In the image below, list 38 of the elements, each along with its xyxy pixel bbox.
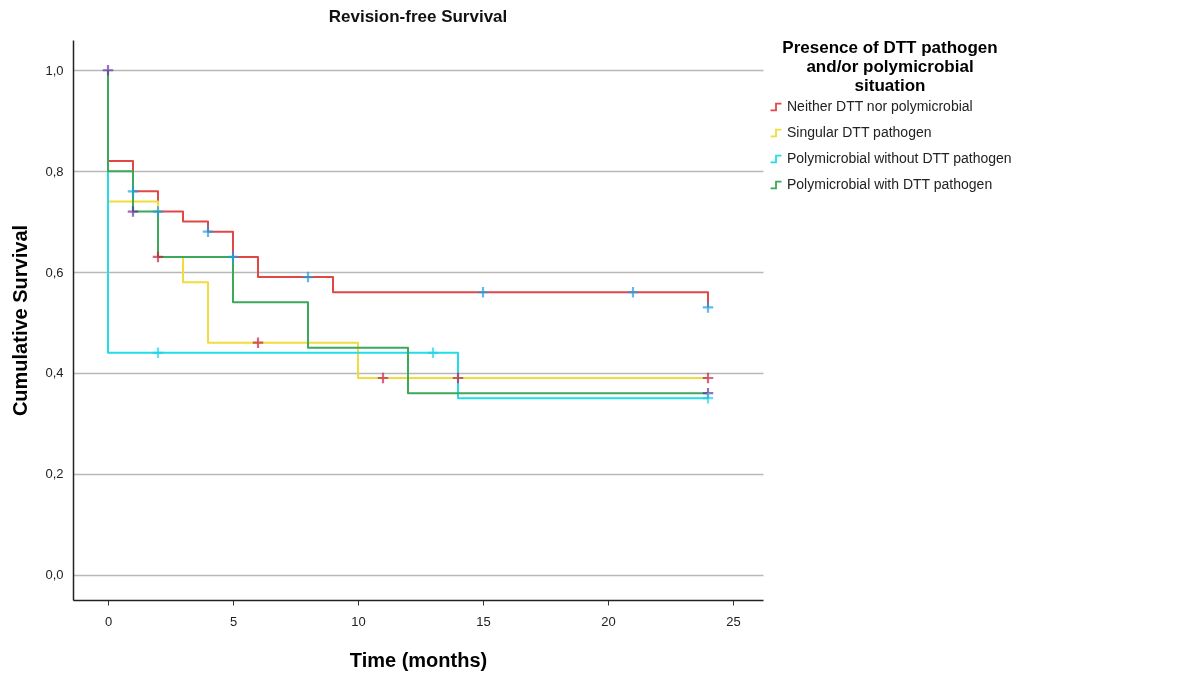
x-tick-label: 5 [229, 613, 238, 629]
point [626, 285, 640, 299]
chart-title: Revision-free Survival [328, 7, 508, 26]
point [151, 205, 165, 218]
point [376, 371, 390, 385]
y-tick-label: 0,6 [45, 264, 64, 280]
x-tick-label: 10 [351, 613, 366, 629]
x-tick-label: 15 [476, 613, 491, 629]
y-axis-title: Cumulative Survival [9, 224, 32, 417]
legend-label: Polymicrobial without DTT pathogen [787, 150, 1012, 166]
point [701, 371, 715, 385]
point [126, 205, 140, 218]
x-axis-title: Time (months) [349, 648, 488, 671]
point [126, 185, 140, 198]
point [101, 63, 115, 77]
point [151, 346, 165, 360]
point [426, 346, 440, 360]
legend-label: Neither DTT nor polymicrobial [787, 98, 973, 114]
y-tick-label: 0,4 [45, 365, 64, 381]
point [151, 250, 165, 264]
y-tick-label: 1,0 [45, 62, 64, 78]
legend-title: Presence of DTT pathogen and/or polymicrobial situation [782, 38, 998, 95]
point [701, 391, 715, 405]
x-tick-label: 0 [104, 613, 113, 629]
point [451, 371, 465, 385]
x-tick-label: 20 [601, 613, 616, 629]
point [301, 270, 315, 284]
point [201, 225, 215, 239]
legend-label: Polymicrobial with DTT pathogen [787, 176, 993, 192]
point [251, 336, 265, 350]
x-tick-label: 25 [726, 613, 741, 629]
point [476, 285, 490, 299]
legend-label: Singular DTT pathogen [787, 124, 932, 140]
y-tick-label: 0,8 [45, 163, 64, 179]
y-tick-label: 0,0 [45, 567, 64, 583]
y-tick-label: 0,2 [45, 466, 64, 482]
point [226, 250, 240, 264]
point [701, 301, 715, 314]
